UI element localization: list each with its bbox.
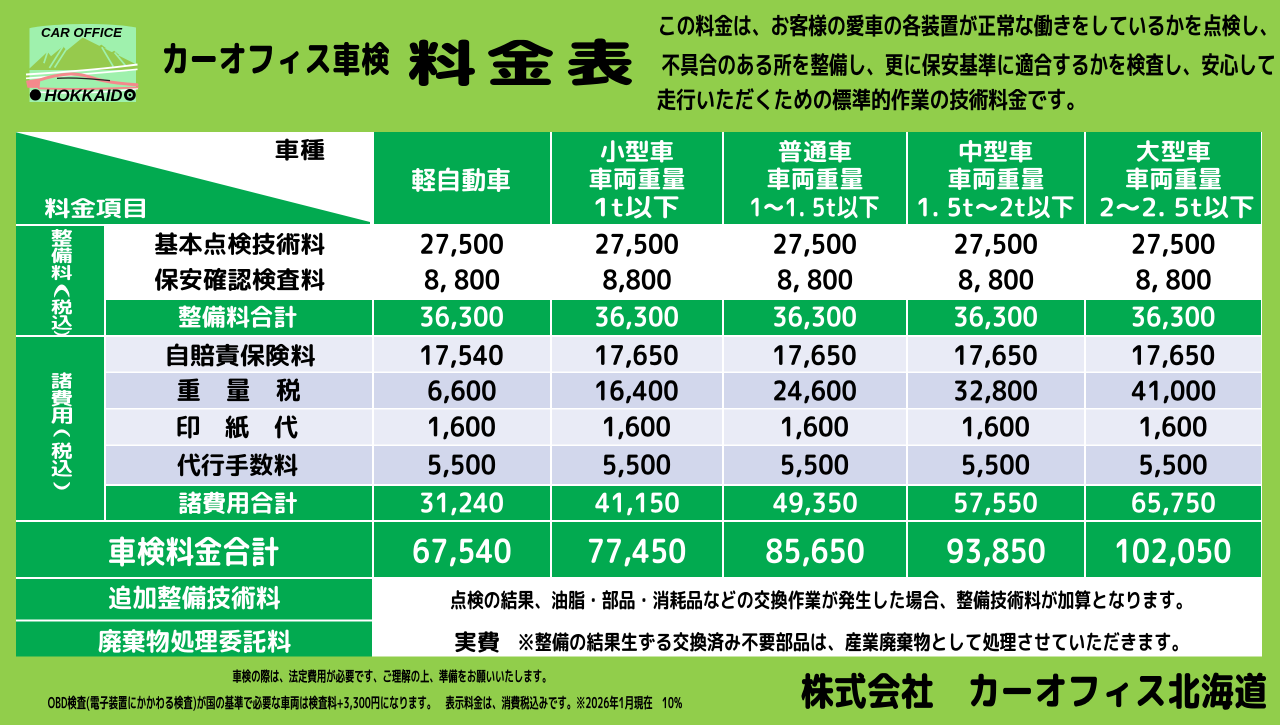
svg-text:CAR OFFICE: CAR OFFICE <box>41 25 123 40</box>
svg-text:HOKKAID: HOKKAID <box>45 87 123 105</box>
